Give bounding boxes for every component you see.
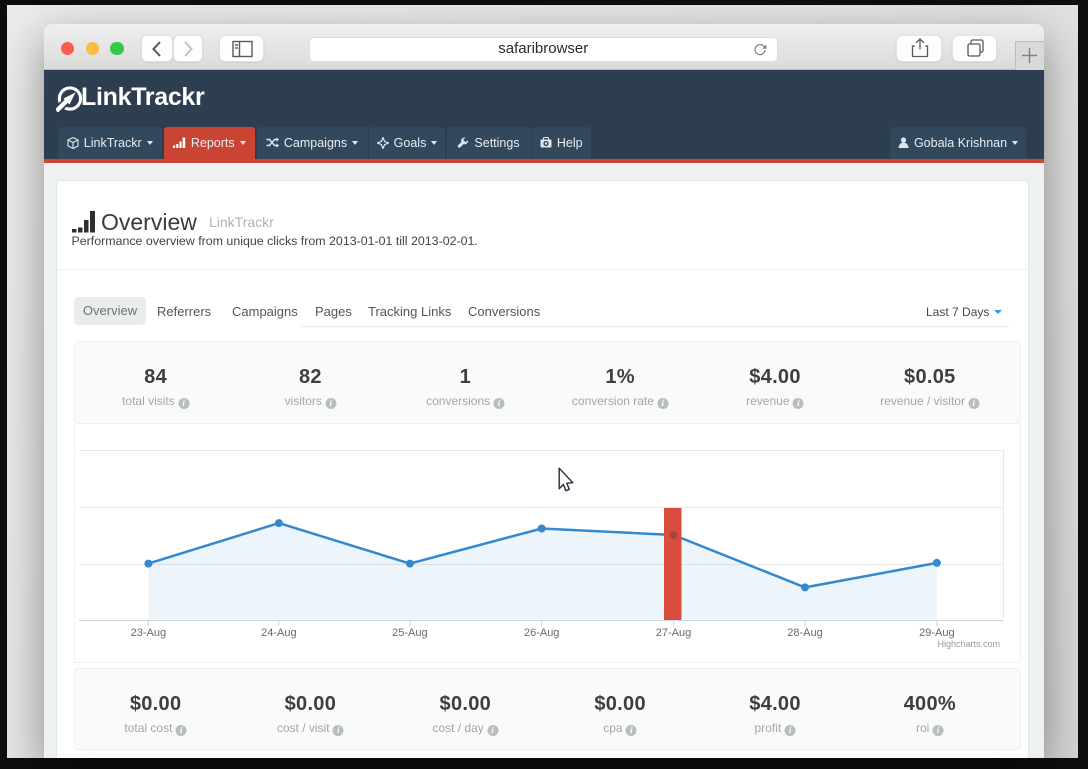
svg-text:24-Aug: 24-Aug xyxy=(261,627,296,639)
svg-text:25-Aug: 25-Aug xyxy=(392,627,427,639)
svg-text:Highcharts.com: Highcharts.com xyxy=(937,639,1000,649)
svg-text:27-Aug: 27-Aug xyxy=(656,627,691,639)
svg-text:26-Aug: 26-Aug xyxy=(524,627,559,639)
svg-text:29-Aug: 29-Aug xyxy=(919,627,954,639)
svg-text:23-Aug: 23-Aug xyxy=(131,627,166,639)
svg-text:28-Aug: 28-Aug xyxy=(787,627,822,639)
